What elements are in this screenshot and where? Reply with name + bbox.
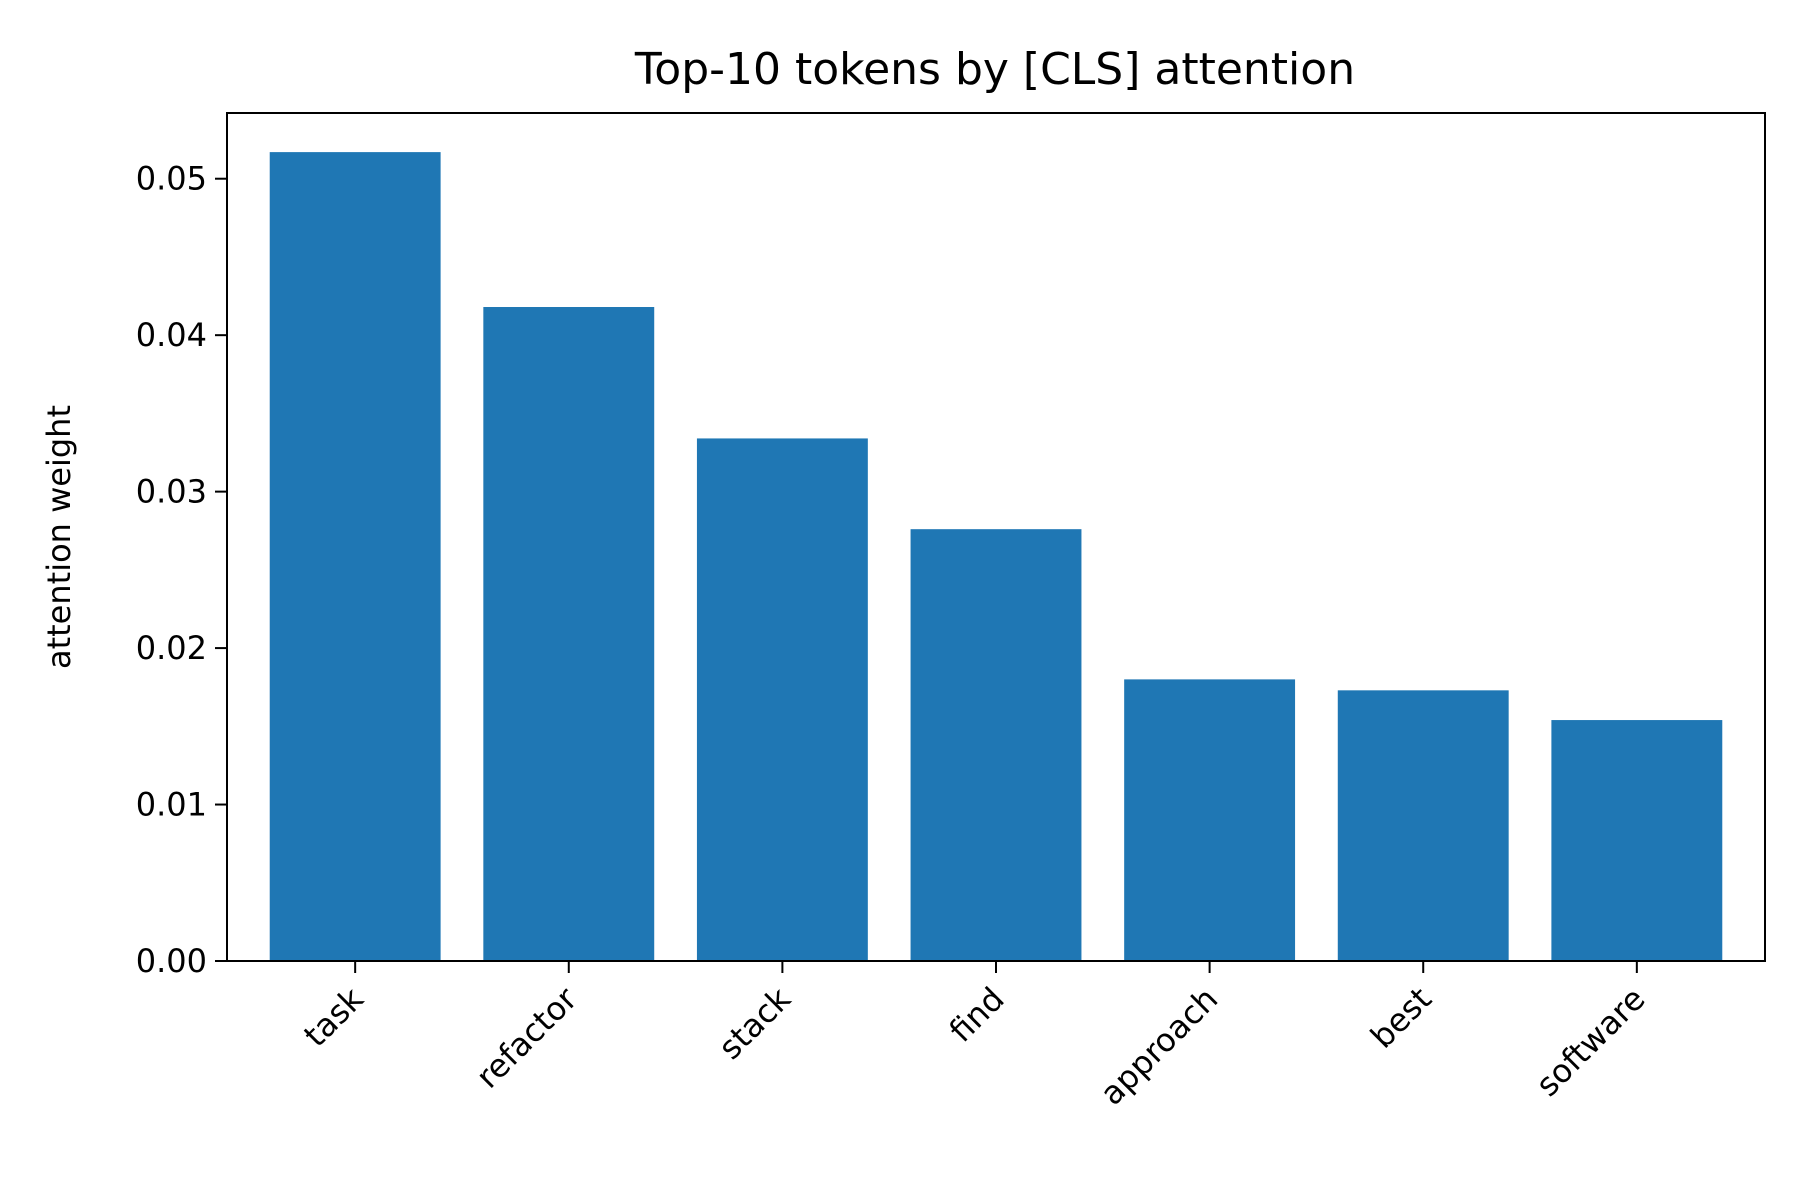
y-tick-label: 0.05	[136, 160, 207, 198]
x-tick-label-best: best	[1363, 980, 1439, 1056]
x-axis: task refactor stack find approach best softwar…	[296, 961, 1652, 1113]
y-axis: 0.00 0.01 0.02 0.03 0.04 0.05	[136, 160, 227, 980]
y-tick-label: 0.04	[136, 316, 207, 354]
y-tick-label: 0.02	[136, 629, 207, 667]
bar-software	[1551, 720, 1723, 961]
x-tick-label-approach: approach	[1093, 980, 1226, 1113]
y-tick-label: 0.00	[136, 942, 207, 980]
bar-refactor	[483, 307, 655, 961]
x-tick-label-software: software	[1528, 980, 1652, 1104]
bar-find	[910, 529, 1082, 961]
chart-title: Top-10 tokens by [CLS] attention	[634, 44, 1355, 95]
y-tick-label: 0.03	[136, 473, 207, 511]
x-tick-label-find: find	[942, 980, 1012, 1050]
bar-stack	[696, 438, 868, 961]
bar-task	[269, 152, 441, 962]
x-tick-label-task: task	[296, 979, 371, 1054]
y-axis-label: attention weight	[40, 405, 78, 669]
bars-group	[269, 152, 1723, 962]
y-tick-label: 0.01	[136, 786, 207, 824]
bar-approach	[1124, 679, 1296, 961]
x-tick-label-stack: stack	[711, 979, 798, 1066]
x-tick-label-refactor: refactor	[469, 979, 585, 1095]
bar-best	[1337, 690, 1509, 961]
